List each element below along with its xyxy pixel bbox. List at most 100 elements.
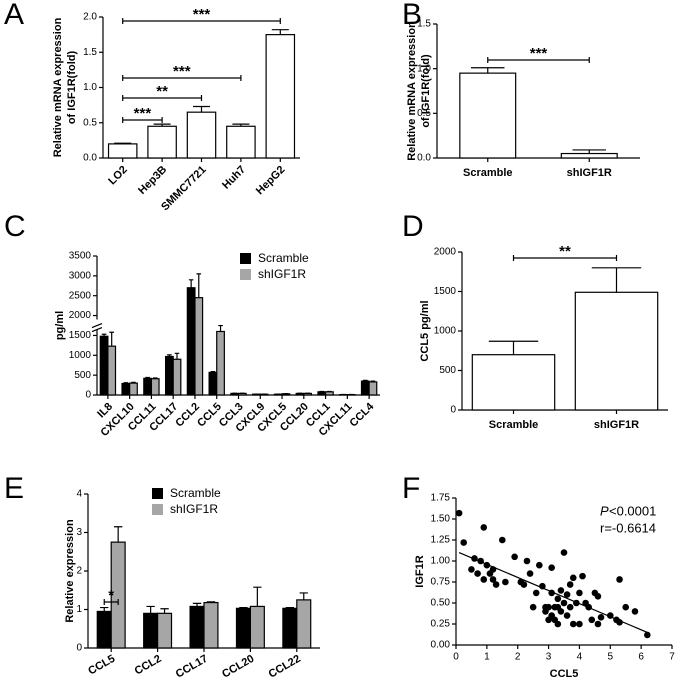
y-tick-label: 2000: [434, 247, 457, 258]
legend-swatch: [152, 504, 163, 515]
x-tick-label: LO2: [106, 164, 130, 188]
error-bar: [232, 123, 250, 127]
point: [588, 616, 596, 624]
y-tick-label: 1.75: [431, 493, 451, 504]
bar: [324, 391, 334, 396]
significance-label: ***: [173, 63, 191, 80]
legend-swatch: [240, 269, 251, 280]
significance-label: *: [108, 587, 114, 604]
point: [468, 566, 475, 573]
y-tick-label: 3000: [69, 270, 92, 281]
bar: [107, 345, 117, 396]
bar: [249, 605, 265, 649]
significance-bracket: [122, 117, 163, 123]
bar: [150, 378, 160, 396]
y-tick-label: 0.50: [431, 598, 451, 609]
bar: [186, 287, 196, 396]
x-axis-label: CCL5: [550, 668, 579, 680]
x-tick-label: CCL20: [220, 653, 256, 681]
y-tick-label: 1000: [434, 326, 457, 337]
y-tick-label: 1.25: [431, 535, 451, 546]
y-tick-label: 0.5: [83, 117, 97, 128]
x-tick-label: CCL4: [347, 400, 376, 429]
point: [511, 553, 518, 561]
bar: [360, 380, 370, 396]
point: [560, 549, 568, 556]
significance-label: **: [156, 83, 168, 100]
error-bar: [192, 602, 202, 607]
x-tick-label: CCL5: [86, 653, 117, 678]
y-tick-label: 2500: [69, 290, 92, 301]
bar: [186, 111, 217, 159]
bar: [121, 382, 131, 396]
y-tick-label: 1.0: [83, 82, 97, 93]
x-tick-label: HepG2: [254, 164, 288, 198]
x-tick-label: 7: [669, 652, 675, 663]
x-tick-label: Scramble: [463, 167, 513, 179]
point: [576, 589, 583, 597]
legend-swatch: [240, 253, 251, 264]
x-tick-label: 2: [515, 652, 521, 663]
point: [455, 509, 463, 517]
bar: [471, 354, 556, 411]
point: [554, 595, 562, 603]
error-bar: [210, 370, 216, 373]
error-bar: [167, 354, 172, 357]
bar: [129, 382, 138, 396]
significance-bracket: [122, 75, 242, 81]
error-bar: [218, 324, 223, 332]
legend-label: shIGF1R: [170, 502, 218, 516]
point: [460, 539, 468, 546]
y-axis-label: pg/ml: [54, 311, 66, 340]
point: [545, 603, 552, 611]
x-tick-label: 6: [638, 652, 644, 663]
y-tick-label: 0.0: [417, 153, 431, 164]
bar: [143, 377, 153, 396]
error-bar: [109, 331, 114, 347]
panel-letter: F: [402, 472, 420, 505]
bar: [96, 610, 112, 649]
x-tick-label: CCL2: [133, 653, 164, 678]
y-axis-label: CCL5 pg/ml: [419, 300, 431, 361]
y-tick-label: 4: [76, 489, 82, 500]
point: [557, 608, 565, 615]
x-tick-label: Scramble: [489, 419, 539, 431]
point: [566, 603, 574, 611]
p-value: <0.0001: [609, 503, 656, 518]
point: [597, 613, 605, 621]
point: [480, 576, 488, 583]
point: [554, 620, 562, 628]
point: [526, 570, 534, 577]
point: [616, 576, 623, 583]
bar: [143, 612, 159, 649]
y-tick-label: 1.50: [431, 514, 451, 525]
bar: [317, 391, 327, 396]
y-tick-label: 0.5: [417, 108, 431, 119]
bar: [368, 381, 378, 396]
error-bar: [160, 608, 169, 614]
error-bar: [123, 382, 129, 384]
x-tick-label: 0: [453, 652, 459, 663]
y-tick-label: 2000: [69, 310, 92, 321]
error-bar: [285, 606, 295, 609]
significance-label: ***: [193, 6, 211, 23]
bar: [164, 355, 174, 396]
point: [566, 581, 574, 588]
significance-label: ***: [134, 105, 152, 122]
panel-letter: E: [4, 472, 24, 505]
significance-bracket: [122, 95, 203, 101]
point: [474, 570, 481, 577]
bar: [296, 599, 312, 649]
y-tick-label: 1500: [434, 286, 457, 297]
point: [523, 557, 531, 565]
point: [557, 587, 565, 594]
point: [492, 581, 500, 588]
point: [498, 536, 506, 544]
point: [532, 589, 540, 597]
legend-swatch: [152, 488, 163, 499]
x-tick-label: 4: [577, 652, 583, 663]
x-tick-label: CCL22: [267, 653, 303, 681]
x-tick-label: 5: [608, 652, 614, 663]
error-bar: [114, 142, 132, 144]
y-tick-label: 2.0: [83, 12, 97, 23]
